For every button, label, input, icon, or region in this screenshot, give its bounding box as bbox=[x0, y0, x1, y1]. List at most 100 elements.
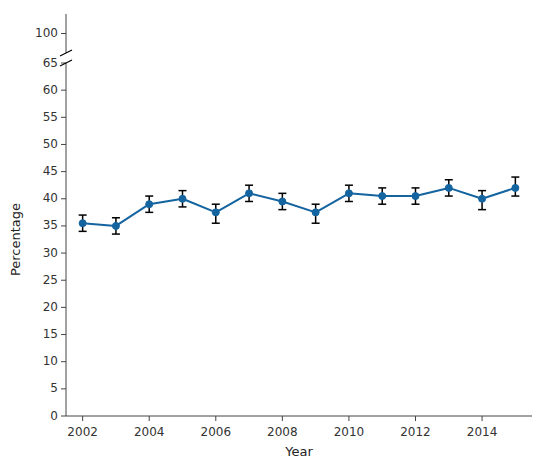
error-bar bbox=[345, 185, 353, 201]
point bbox=[179, 195, 186, 202]
x-tick bbox=[149, 416, 150, 421]
error-bar-cap bbox=[412, 187, 420, 189]
y-tick-label: 0 bbox=[50, 409, 58, 423]
y-tick bbox=[61, 253, 66, 254]
point bbox=[379, 193, 386, 200]
x-axis-label: Year bbox=[284, 444, 313, 459]
error-bar bbox=[511, 177, 519, 196]
point bbox=[212, 209, 219, 216]
point bbox=[345, 190, 352, 197]
y-axis-label: Percentage bbox=[8, 203, 23, 276]
y-tick-label: 5 bbox=[50, 381, 58, 395]
x-tick-label: 2006 bbox=[201, 425, 232, 439]
point bbox=[112, 222, 119, 229]
error-bar-cap bbox=[112, 217, 120, 219]
error-bar bbox=[412, 188, 420, 204]
x-tick-label: 2012 bbox=[400, 425, 431, 439]
y-tick-label: 40 bbox=[43, 191, 58, 205]
chart: 1000510152025303540455055606520022004200… bbox=[0, 0, 550, 468]
error-bar-cap bbox=[511, 195, 519, 197]
y-tick bbox=[61, 361, 66, 362]
x-tick-label: 2014 bbox=[467, 425, 498, 439]
error-bar-cap bbox=[145, 195, 153, 197]
error-bar bbox=[179, 191, 187, 207]
plot-area bbox=[79, 177, 520, 234]
error-bar-cap bbox=[278, 209, 286, 211]
error-bar-cap bbox=[312, 203, 320, 205]
x-tick-label: 2004 bbox=[134, 425, 165, 439]
x-tick bbox=[348, 416, 349, 421]
axis-break-mark bbox=[60, 60, 72, 66]
error-bar-cap bbox=[511, 176, 519, 178]
error-bar-cap bbox=[345, 184, 353, 186]
point bbox=[79, 220, 86, 227]
error-bar-cap bbox=[345, 201, 353, 203]
y-tick-label: 20 bbox=[43, 300, 58, 314]
y-tick-label: 15 bbox=[43, 327, 58, 341]
error-bar-cap bbox=[179, 206, 187, 208]
error-bar-cap bbox=[112, 233, 120, 235]
error-bar bbox=[445, 180, 453, 196]
point bbox=[279, 198, 286, 205]
error-bar bbox=[79, 215, 87, 231]
error-bar-cap bbox=[445, 179, 453, 181]
error-bar-cap bbox=[378, 187, 386, 189]
x-axis-line bbox=[66, 416, 532, 417]
point bbox=[479, 195, 486, 202]
error-bar bbox=[378, 188, 386, 204]
error-bar bbox=[478, 191, 486, 210]
y-tick-label: 35 bbox=[43, 218, 58, 232]
y-tick bbox=[61, 144, 66, 145]
y-tick-label: 65 bbox=[43, 56, 58, 70]
axis-break-mark bbox=[60, 50, 72, 56]
y-tick bbox=[61, 388, 66, 389]
y-tick-label: 25 bbox=[43, 273, 58, 287]
y-tick-label: 55 bbox=[43, 110, 58, 124]
y-tick bbox=[61, 117, 66, 118]
y-tick bbox=[61, 225, 66, 226]
y-tick bbox=[61, 171, 66, 172]
y-tick-label: 50 bbox=[43, 137, 58, 151]
y-axis-line bbox=[66, 63, 67, 416]
y-tick bbox=[61, 198, 66, 199]
error-bar bbox=[212, 204, 220, 223]
x-tick-label: 2010 bbox=[334, 425, 365, 439]
y-tick bbox=[61, 90, 66, 91]
error-bar-cap bbox=[412, 203, 420, 205]
x-tick bbox=[482, 416, 483, 421]
y-tick bbox=[61, 416, 66, 417]
y-tick-label: 30 bbox=[43, 246, 58, 260]
x-tick bbox=[282, 416, 283, 421]
x-tick bbox=[82, 416, 83, 421]
point bbox=[512, 184, 519, 191]
error-bar-cap bbox=[312, 222, 320, 224]
y-tick bbox=[61, 280, 66, 281]
series-line bbox=[83, 188, 516, 226]
error-bar-cap bbox=[245, 201, 253, 203]
error-bar-cap bbox=[79, 231, 87, 233]
error-bar-cap bbox=[179, 190, 187, 192]
x-tick-label: 2002 bbox=[67, 425, 98, 439]
x-tick bbox=[415, 416, 416, 421]
error-bar-cap bbox=[212, 203, 220, 205]
error-bar-cap bbox=[478, 190, 486, 192]
y-tick-label: 45 bbox=[43, 164, 58, 178]
x-tick bbox=[215, 416, 216, 421]
point bbox=[246, 190, 253, 197]
point bbox=[146, 201, 153, 208]
error-bar bbox=[312, 204, 320, 223]
error-bar bbox=[245, 185, 253, 201]
error-bar-cap bbox=[145, 212, 153, 214]
x-tick-label: 2008 bbox=[267, 425, 298, 439]
y-tick-label: 10 bbox=[43, 354, 58, 368]
error-bar-cap bbox=[79, 214, 87, 216]
y-tick-label-upper: 100 bbox=[35, 26, 58, 40]
error-bar bbox=[112, 218, 120, 234]
error-bar bbox=[145, 196, 153, 212]
point bbox=[445, 184, 452, 191]
y-tick bbox=[61, 307, 66, 308]
point bbox=[412, 193, 419, 200]
error-bar-cap bbox=[478, 209, 486, 211]
y-tick bbox=[61, 334, 66, 335]
error-bar bbox=[278, 193, 286, 209]
